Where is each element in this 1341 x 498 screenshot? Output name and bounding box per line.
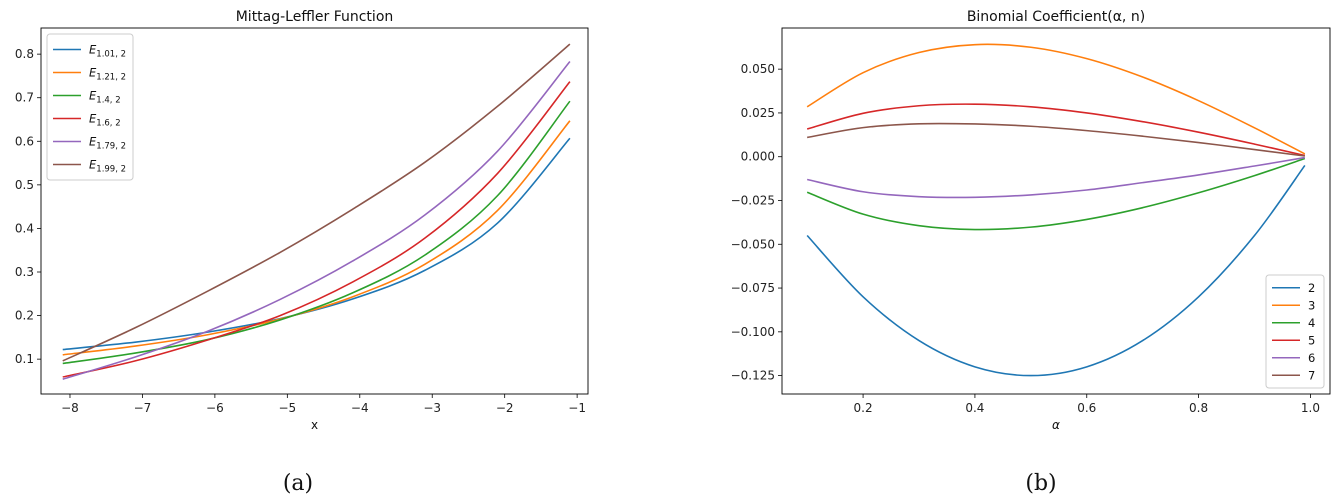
y-tick-label: 0.4 <box>15 221 34 235</box>
caption-b: (b) <box>1025 471 1056 496</box>
x-tick-label: −6 <box>206 401 224 415</box>
series-line-5 <box>62 43 571 362</box>
legend-label-5: 7 <box>1308 368 1315 382</box>
legend-label-3: 5 <box>1308 333 1315 347</box>
series-line-4 <box>62 61 571 380</box>
y-tick-label: 0.5 <box>15 178 34 192</box>
legend-label-4: E1.79, 2 <box>89 135 126 152</box>
x-tick-label: 0.2 <box>854 401 873 415</box>
legend-box <box>1265 274 1325 389</box>
axes-frame <box>781 27 1331 395</box>
series-line-5 <box>807 122 1305 157</box>
series-line-4 <box>806 156 1305 199</box>
y-tick-label: −0.125 <box>731 369 775 383</box>
y-tick-label: 0.7 <box>15 91 34 105</box>
x-tick-label: −7 <box>134 401 152 415</box>
series-line-3 <box>806 103 1306 157</box>
x-tick-label: −2 <box>496 401 514 415</box>
x-tick-label: −8 <box>61 401 79 415</box>
series-line-2 <box>806 157 1306 231</box>
legend-label-1: 3 <box>1308 298 1315 312</box>
x-tick-label: −1 <box>568 401 586 415</box>
legend-box <box>46 33 134 181</box>
axes-frame <box>40 27 589 395</box>
x-tick-label: 0.6 <box>1077 401 1096 415</box>
panel-a-mittag-leffler: Mittag-Leffler Function −8 −7 −6 −5 −4 −3 −2 −1 0… <box>15 9 589 432</box>
y-tick-label: 0.6 <box>15 134 34 148</box>
y-tick-label: −0.050 <box>731 237 775 251</box>
legend-label-4: 6 <box>1308 351 1315 365</box>
legend: E1.01, 2 E1.21, 2 E1.4, 2 E1.6, 2 E1.79, 2 E1… <box>46 33 134 181</box>
y-tick-label: 0.025 <box>741 106 775 120</box>
chart-title: Mittag-Leffler Function <box>236 9 394 25</box>
legend-label-2: E1.4, 2 <box>89 89 121 106</box>
y-tick-label: 0.2 <box>15 309 34 323</box>
legend-label-0: 2 <box>1308 281 1315 295</box>
x-tick-label: 0.8 <box>1189 401 1208 415</box>
y-tick-label: −0.025 <box>731 193 775 207</box>
caption-a: (a) <box>283 471 313 496</box>
y-tick-label: 0.8 <box>15 47 34 61</box>
series-line-1 <box>806 43 1306 155</box>
x-tick-label: −5 <box>278 401 296 415</box>
legend-label-0: E1.01, 2 <box>89 43 126 60</box>
y-tick-label: −0.100 <box>731 325 775 339</box>
legend-label-2: 4 <box>1308 316 1315 330</box>
y-tick-label: −0.075 <box>731 281 775 295</box>
y-tick-label: 0.000 <box>741 150 775 164</box>
legend-label-5: E1.99, 2 <box>89 158 126 175</box>
y-tick-label: 0.1 <box>15 352 34 366</box>
series-line-1 <box>62 120 571 356</box>
x-tick-label: −3 <box>423 401 441 415</box>
series-line-2 <box>62 100 571 365</box>
series-line-0 <box>806 165 1306 377</box>
x-axis-label: α <box>1052 418 1060 432</box>
x-tick-label: −4 <box>351 401 369 415</box>
y-tick-label: 0.3 <box>15 265 34 279</box>
x-tick-label: 1.0 <box>1301 401 1320 415</box>
chart-title: Binomial Coefficient(α, n) <box>967 9 1145 25</box>
x-tick-label: 0.4 <box>965 401 984 415</box>
panel-b-binomial-coefficient: Binomial Coefficient(α, n) 0.2 0.4 0.6 0.8 1.… <box>731 9 1331 432</box>
series-line-3 <box>62 81 571 378</box>
x-axis-label: x <box>311 418 318 432</box>
legend-label-1: E1.21, 2 <box>89 66 126 83</box>
legend-label-3: E1.6, 2 <box>89 112 121 129</box>
y-tick-label: 0.050 <box>741 62 775 76</box>
series-line-0 <box>62 137 571 351</box>
legend: 2 3 4 5 6 7 <box>1265 274 1325 389</box>
